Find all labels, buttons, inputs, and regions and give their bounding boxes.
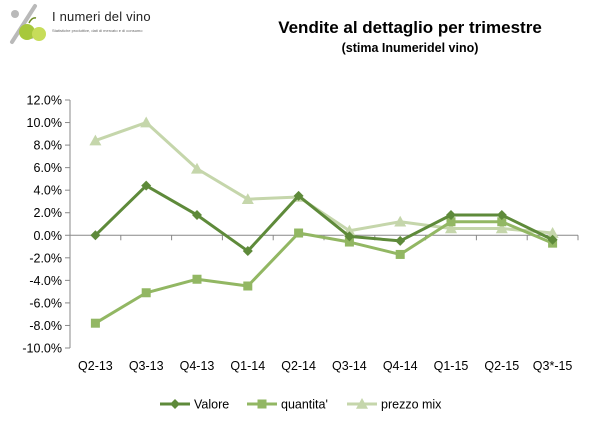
data-point	[89, 134, 102, 146]
legend-marker	[170, 399, 180, 409]
data-point	[293, 190, 304, 201]
legend-label: Valore	[194, 398, 229, 412]
x-tick-label: Q2-14	[281, 359, 316, 373]
y-tick-label: 2.0%	[34, 206, 63, 220]
data-point	[90, 318, 100, 328]
x-tick-label: Q1-14	[230, 359, 265, 373]
y-axis-ticks: -10.0% -8.0% -6.0% -4.0% -2.0% 0.0% 2.0% 4.0% 6.…	[22, 94, 70, 356]
y-tick-label: 12.0%	[27, 94, 62, 108]
chart-subtitle: (stima Inumeridel vino)	[341, 41, 479, 55]
y-tick-label: 0.0%	[34, 229, 63, 243]
data-point	[140, 116, 153, 128]
y-tick-label: 8.0%	[34, 139, 63, 153]
data-point	[546, 227, 559, 238]
data-point	[446, 209, 456, 220]
data-point	[191, 162, 203, 174]
data-point	[394, 215, 407, 227]
data-point	[446, 217, 456, 227]
chart-legend: Valore quantita' prezzo mix	[160, 398, 442, 412]
series-line-1	[94, 220, 554, 325]
data-point	[192, 209, 202, 220]
data-point	[497, 217, 507, 227]
data-point	[395, 235, 406, 246]
data-point	[241, 193, 254, 204]
y-tick-label: -4.0%	[29, 274, 62, 288]
data-point	[243, 281, 253, 291]
y-tick-label: -8.0%	[29, 319, 62, 333]
series-line-2	[94, 121, 553, 235]
x-axis-ticks: Q2-13 Q3-13 Q4-13 Q1-14 Q2-14 Q3-14 Q4-14 Q1-15…	[69, 235, 579, 373]
data-point	[547, 234, 558, 245]
logo-title: I numeri del vino	[52, 9, 151, 24]
x-tick-label: Q3-14	[332, 359, 367, 373]
x-tick-label: Q3-13	[129, 359, 164, 373]
data-point	[344, 231, 355, 242]
x-tick-label: Q2-13	[78, 359, 113, 373]
y-tick-label: -10.0%	[22, 342, 62, 356]
logo: I numeri del vino Statistiche produttive…	[2, 2, 152, 46]
y-tick-label: 4.0%	[34, 184, 63, 198]
x-tick-label: Q3*-15	[533, 359, 573, 373]
series-line-0	[94, 184, 554, 253]
data-point	[344, 237, 354, 247]
data-point	[141, 180, 152, 191]
legend-marker	[257, 399, 267, 409]
logo-subtitle: Statistiche produttive, dati di mercato …	[52, 28, 143, 33]
legend-label: prezzo mix	[381, 398, 442, 412]
y-tick-label: -6.0%	[29, 296, 62, 310]
y-tick-label: 6.0%	[34, 161, 63, 175]
data-point	[445, 222, 457, 234]
chart-title: Vendite al dettaglio per trimestre	[278, 18, 542, 37]
data-point	[395, 249, 405, 259]
y-tick-label: -2.0%	[29, 251, 62, 265]
y-tick-label: 10.0%	[27, 116, 62, 130]
chart-series	[89, 116, 559, 328]
logo-percent-apple-icon	[10, 4, 46, 44]
data-point	[192, 274, 202, 284]
x-tick-label: Q4-14	[383, 359, 418, 373]
legend-label: quantita'	[281, 398, 328, 412]
data-point	[141, 288, 151, 298]
data-point	[242, 246, 253, 257]
legend-marker	[356, 398, 368, 409]
x-tick-label: Q4-13	[180, 359, 215, 373]
data-point	[90, 230, 101, 241]
data-point	[496, 209, 507, 220]
x-tick-label: Q2-15	[484, 359, 519, 373]
data-point	[294, 228, 304, 238]
data-point	[495, 222, 508, 234]
x-tick-label: Q1-15	[434, 359, 469, 373]
